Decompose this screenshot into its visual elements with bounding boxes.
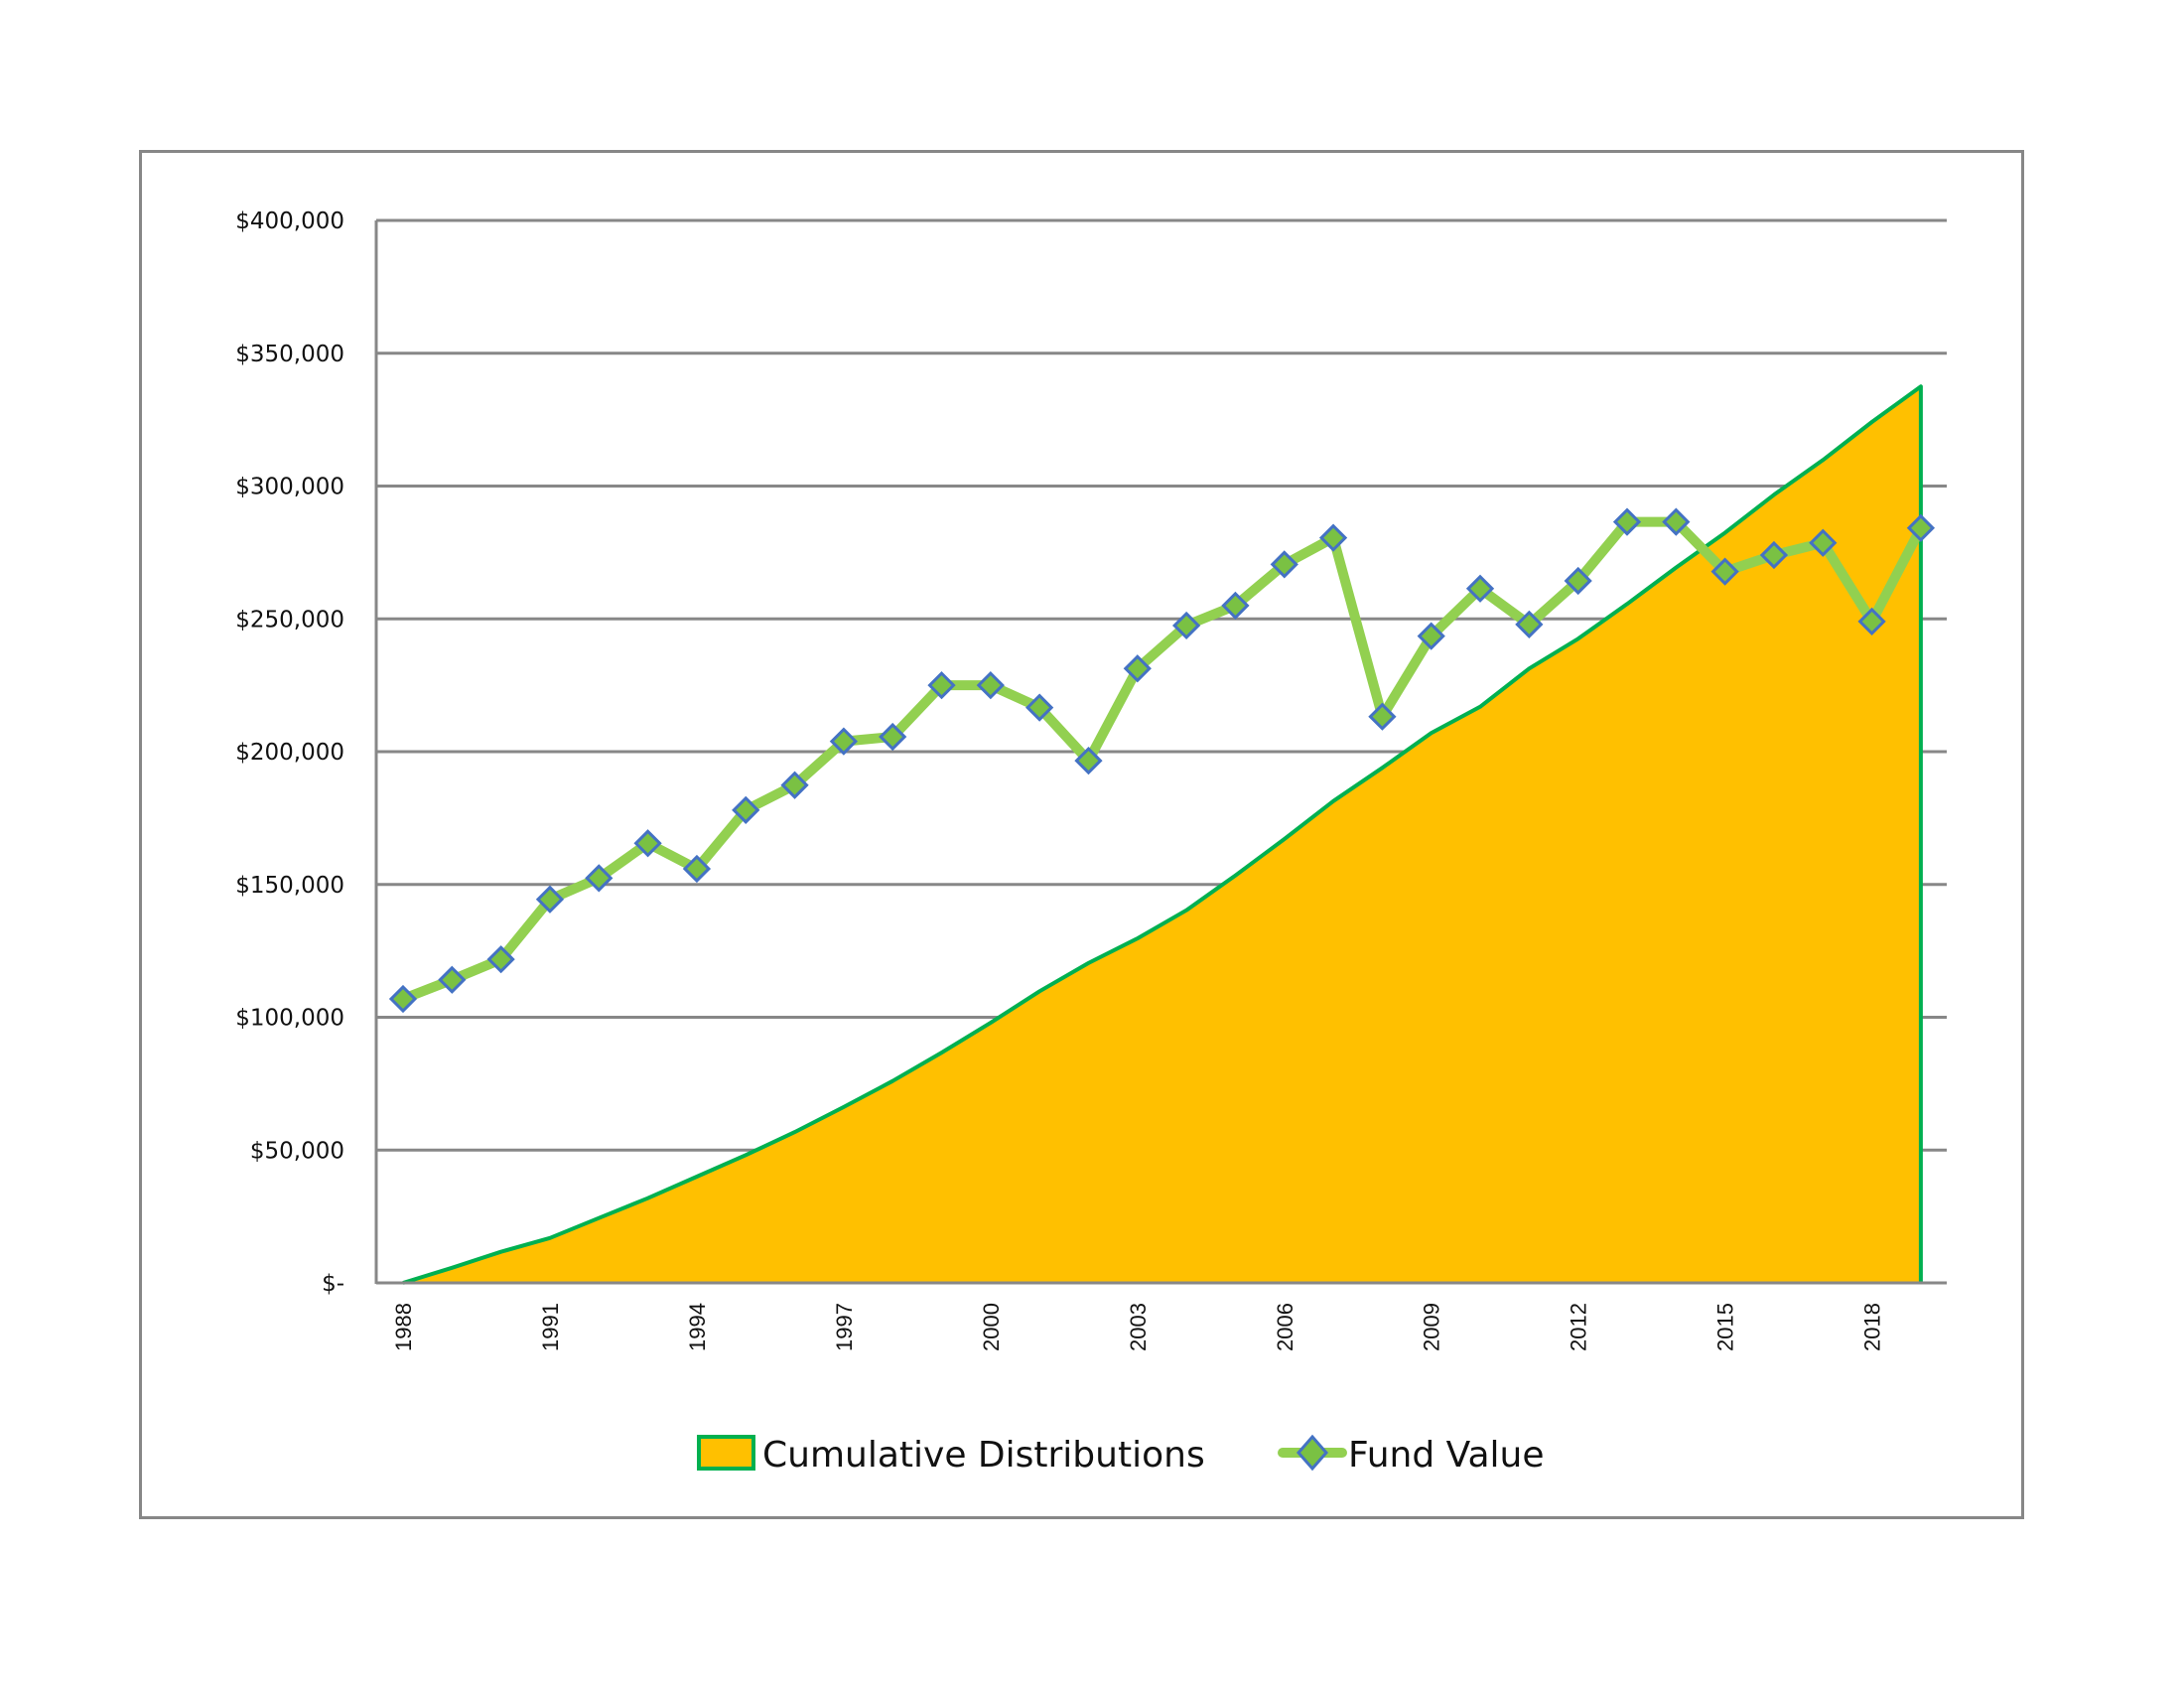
diamond-marker-icon[interactable] [1465,574,1495,603]
axes [374,220,1947,1285]
legend-item-fund-value[interactable]: Fund Value [1278,1434,1545,1476]
diamond-marker-icon[interactable] [1318,523,1348,552]
diamond-marker-icon[interactable] [535,885,565,914]
x-tick-label: 2006 [1273,1303,1297,1351]
diamond-marker-icon[interactable] [1710,557,1739,586]
area-fill [403,386,1921,1283]
diamond-marker-icon[interactable] [1123,654,1152,683]
legend-label: Fund Value [1348,1435,1545,1476]
diamond-marker-icon[interactable] [1417,622,1445,650]
diamond-marker-icon[interactable] [1368,702,1397,731]
y-tick-label: $200,000 [235,740,344,766]
diamond-marker-icon[interactable] [486,945,515,974]
diamond-marker-icon [1297,1434,1328,1472]
legend: Cumulative Distributions Fund Value [697,1434,1545,1476]
diamond-marker-icon[interactable] [438,965,467,994]
x-tick-label: 2018 [1860,1303,1885,1351]
diamond-marker-icon[interactable] [1221,591,1250,620]
diamond-marker-icon[interactable] [633,829,662,858]
y-tick-label: $350,000 [235,342,344,367]
x-tick-label: 2000 [979,1303,1004,1351]
diamond-marker-icon[interactable] [829,727,859,756]
diamond-marker-icon[interactable] [879,722,907,752]
x-axis-labels: 1988 1991 1994 1997 2000 2003 2006 2009 2012 2015… [391,1303,1885,1351]
diamond-marker-icon[interactable] [682,854,712,884]
diamond-marker-icon[interactable] [1171,611,1201,640]
y-tick-label: $50,000 [250,1138,344,1164]
y-tick-label: $400,000 [235,209,344,234]
area-outline [402,384,1923,1285]
diamond-marker-icon[interactable] [1025,693,1054,722]
y-tick-label: $300,000 [235,475,344,500]
x-tick-label: 2012 [1567,1303,1591,1351]
legend-item-cumulative-distributions[interactable]: Cumulative Distributions [697,1435,1205,1476]
fund-value-line [388,507,1936,1014]
y-axis-labels: $- $50,000 $100,000 $150,000 $200,000 $250,00… [235,209,344,1297]
x-tick-label: 1994 [685,1303,710,1351]
x-tick-label: 1997 [832,1303,857,1351]
y-tick-label: $100,000 [235,1006,344,1032]
diamond-marker-icon[interactable] [388,984,418,1014]
x-tick-label: 2003 [1126,1303,1151,1351]
diamond-marker-icon[interactable] [1906,513,1936,542]
y-tick-label: $150,000 [235,873,344,899]
x-tick-label: 2015 [1713,1303,1738,1351]
x-tick-label: 1991 [538,1303,563,1351]
diamond-marker-icon[interactable] [585,864,614,893]
area-swatch-icon [697,1435,755,1471]
diamond-marker-icon[interactable] [1515,610,1544,638]
diamond-marker-icon[interactable] [732,795,760,824]
diamond-marker-icon[interactable] [1662,507,1691,536]
diamond-marker-icon[interactable] [1612,507,1642,536]
diamond-marker-icon[interactable] [976,671,1005,700]
diamond-marker-icon[interactable] [1074,746,1103,775]
legend-label: Cumulative Distributions [762,1435,1205,1476]
diamond-marker-icon[interactable] [780,771,809,799]
diamond-marker-icon[interactable] [1857,607,1886,636]
diamond-marker-icon[interactable] [1809,528,1838,557]
diamond-marker-icon[interactable] [1564,566,1592,596]
x-tick-label: 1988 [391,1303,416,1351]
y-tick-label: $250,000 [235,607,344,633]
diamond-marker-icon[interactable] [1270,550,1298,579]
diamond-marker-icon[interactable] [927,671,956,700]
y-tick-label: $- [322,1271,344,1297]
x-tick-label: 2009 [1420,1303,1444,1351]
diamond-marker-icon[interactable] [1759,540,1789,570]
chart-frame [139,150,2024,1519]
cumulative-distributions-area [402,384,1923,1285]
